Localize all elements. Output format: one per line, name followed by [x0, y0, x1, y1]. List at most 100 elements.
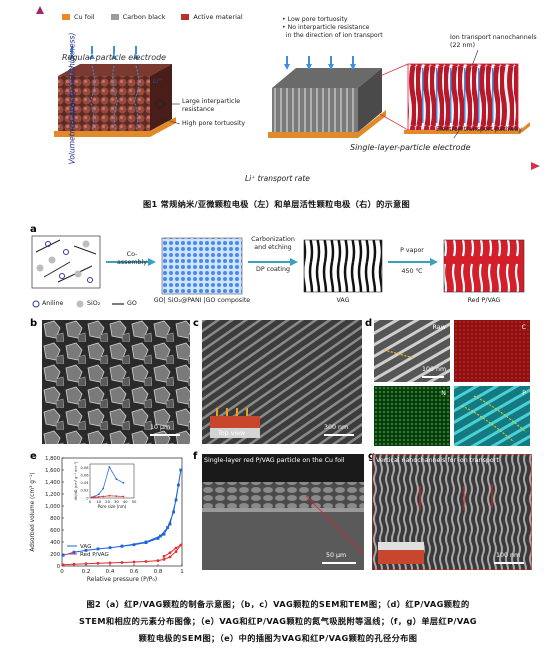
panel-g-texture: [372, 454, 532, 570]
plot-frame: [61, 457, 183, 567]
inset-y-tick-label: 0: [86, 496, 89, 500]
data-point-vag: [108, 546, 112, 550]
raw-texture: [374, 320, 450, 382]
x-tick-label: 0.2: [82, 569, 91, 575]
inset-x-tick-label: 30: [114, 499, 119, 504]
figure-1-graphics: [36, 6, 540, 170]
figure-1-caption: 图1 常规纳米/亚微颗粒电极（左）和单层活性颗粒电极（右）的示意图: [142, 199, 411, 209]
data-point-vag: [156, 537, 160, 540]
panel-c-tem-image: Top view 300 nm: [202, 320, 362, 444]
caption-line-1: 图2（a）红P/VAG颗粒的制备示意图；（b，c）VAG颗粒的SEM和TEM图；…: [86, 599, 470, 609]
map-label-c: C: [521, 323, 526, 331]
data-point-vag: [84, 549, 88, 552]
data-point-vag: [172, 510, 175, 514]
panel-letter-a: a: [30, 224, 37, 235]
label-red-p-vag: Red P/VAG: [467, 297, 501, 304]
legend-item-carbon-black: Carbon black: [110, 13, 165, 21]
panel-c-texture: [202, 320, 362, 444]
inset-data-point: [102, 495, 105, 498]
inset-data-point: [122, 481, 125, 484]
data-point-red-p-vag: [61, 563, 65, 567]
data-point-red-p-vag: [156, 559, 160, 562]
bullet-item: • Low pore tortuosity: [282, 16, 348, 23]
inset-data-point: [108, 466, 111, 468]
figure-2-caption: 图2（a）红P/VAG颗粒的制备示意图；（b，c）VAG颗粒的SEM和TEM图；…: [38, 596, 518, 647]
data-point-red-p-vag: [132, 560, 136, 564]
panel-letter-f: f: [193, 451, 198, 462]
inset-data-point: [115, 478, 118, 481]
step-dp-coating: DP coating: [255, 266, 291, 273]
panel-f-title: Single-layer red P/VAG particle on the C…: [204, 457, 345, 464]
inset-y-axis-title: dV/dD (cm³ g⁻¹ nm⁻¹): [74, 461, 78, 500]
data-point-vag: [166, 526, 169, 529]
panel-d-phosphorus-map: P: [454, 386, 530, 446]
scale-bar-f: 50 μm: [326, 552, 347, 559]
panel-d-nitrogen-map: N: [374, 386, 450, 446]
panel-f-sem-image: Single-layer red P/VAG particle on the C…: [202, 454, 364, 570]
inset-y-tick-label: 0.08: [80, 466, 89, 470]
bullet-item: in the direction of ion transport: [282, 32, 383, 39]
data-point-vag: [120, 544, 124, 548]
data-point-vag: [144, 540, 148, 544]
data-point-vag: [168, 522, 172, 526]
panel-b-texture: [42, 320, 190, 444]
caption-line-3: 颗粒电极的SEM图；（e）中的插图为VAG和红P/VAG颗粒的孔径分布图: [138, 633, 418, 643]
data-point-vag: [132, 543, 136, 547]
inset-data-point: [115, 495, 118, 498]
x-axis-title: Relative pressure (P/P₀): [87, 576, 157, 583]
li-ion-label: Li⁺: [153, 77, 162, 85]
inset-frame: [89, 463, 135, 499]
data-point-red-p-vag: [144, 560, 148, 563]
legend-label: Cu foil: [74, 13, 95, 21]
nitrogen-texture: [374, 386, 450, 446]
panel-d-carbon-map: C: [454, 320, 530, 382]
map-label-p: P: [522, 389, 526, 397]
step-etching: and etching: [254, 244, 292, 251]
label-composite: GO| SiO₂@PANI |GO composite: [153, 297, 251, 304]
inset-data-point: [97, 493, 100, 496]
inset-x-tick-label: 20: [105, 499, 110, 504]
inset-top-view: Top view: [218, 430, 246, 437]
y-tick-label: 1,800: [45, 456, 60, 462]
data-point-red-p-vag: [174, 550, 178, 553]
data-point-red-p-vag: [168, 555, 172, 559]
single-layer-bullets: • Low pore tortuosity • No interparticle…: [282, 16, 383, 40]
single-layer-title: Single-layer-particle electrode: [350, 143, 471, 152]
data-point-vag: [159, 534, 162, 538]
step-carbonization: Carbonization: [251, 236, 295, 243]
label-vag: VAG: [336, 297, 350, 304]
inset-data-point: [122, 495, 125, 498]
x-tick-label: 0.8: [154, 569, 163, 575]
panel-letter-c: c: [193, 318, 199, 329]
inset-x-tick-label: 40: [123, 499, 128, 504]
panel-a-schematic: [31, 235, 525, 308]
data-point-red-p-vag: [84, 562, 88, 566]
data-point-vag: [96, 547, 100, 551]
x-tick-label: 0.4: [106, 569, 115, 575]
data-point-red-p-vag: [120, 561, 124, 564]
data-point-red-p-vag: [72, 562, 76, 566]
x-axis-label: Li⁺ transport rate: [245, 174, 310, 183]
data-point-red-p-vag: [108, 561, 112, 565]
carbon-black-swatch: [110, 14, 119, 20]
step-co-assembly: Co-assembly: [117, 251, 147, 266]
inset-x-tick-label: 0: [89, 499, 92, 504]
legend-item-cu-foil: Cu foil: [62, 13, 95, 21]
x-tick-label: 0: [60, 569, 64, 575]
data-point-red-p-vag: [174, 546, 178, 550]
figure-1-legend: Cu foil Carbon black Active material: [62, 13, 243, 21]
inset-x-tick-label: 50: [132, 499, 137, 504]
large-resistance-annotation: Large interparticle resistance: [182, 98, 241, 113]
scale-bar-b: 10 μm: [150, 424, 171, 431]
bullet-item: • No interparticle resistance: [282, 24, 370, 31]
nanochannels-annotation: Ion transport nanochannels (22 nm): [450, 34, 537, 49]
legend-label: Red P/VAG: [80, 552, 109, 558]
x-tick-label: 1: [180, 569, 184, 575]
electron-pathway-annotation: Electron transport pathway: [436, 126, 522, 133]
data-point-vag: [177, 483, 180, 487]
step-temperature: 450 ℃: [401, 268, 423, 275]
legend-label: Active material: [193, 13, 243, 21]
data-point-red-p-vag: [96, 561, 100, 565]
inset-data-point: [93, 496, 96, 499]
